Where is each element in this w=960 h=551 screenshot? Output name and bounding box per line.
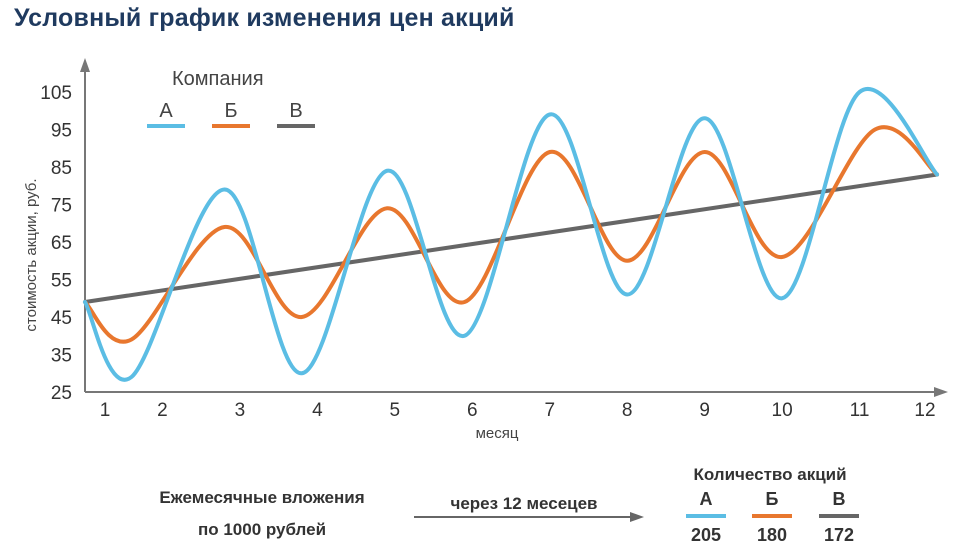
x-tick-label: 3 — [235, 400, 246, 421]
series-line-3 — [83, 172, 939, 304]
x-tick-label: 4 — [312, 400, 323, 421]
legend: А Б В — [147, 100, 315, 128]
y-tick-label: 45 — [51, 308, 72, 329]
y-tick-label: 25 — [51, 383, 72, 404]
shares-company-label: Б — [766, 489, 779, 509]
after-period-label: через 12 месецев — [450, 494, 597, 513]
shares-company-label: А — [700, 489, 713, 509]
legend-label: А — [159, 100, 173, 122]
legend-label: Б — [224, 100, 237, 122]
y-tick-label: 35 — [51, 346, 72, 367]
x-axis-label: месяц — [476, 425, 519, 442]
y-tick-label: 85 — [51, 158, 72, 179]
x-tick-label: 1 — [100, 400, 111, 421]
shares-title: Количество акций — [693, 465, 846, 484]
y-tick-labels: 25 35 45 55 65 75 85 95 105 — [40, 83, 72, 404]
x-tick-label: 2 — [157, 400, 168, 421]
series-lines — [83, 87, 939, 382]
x-tick-label: 9 — [699, 400, 710, 421]
after-period-arrow-head — [630, 512, 644, 522]
x-tick-label: 7 — [544, 400, 555, 421]
investment-line-2: по 1000 рублей — [198, 520, 326, 539]
legend-label: В — [289, 100, 302, 122]
x-tick-label: 12 — [914, 400, 935, 421]
x-tick-label: 5 — [390, 400, 401, 421]
x-tick-label: 10 — [772, 400, 793, 421]
chart-title: Условный график изменения цен акций — [14, 4, 515, 32]
y-axis-label: стоимость акции, руб. — [23, 178, 40, 331]
investment-line-1: Ежемесячные вложения — [159, 488, 364, 507]
shares-table: А 205 Б 180 В 172 — [686, 489, 859, 545]
series-line-1 — [83, 87, 939, 382]
legend-title: Компания — [172, 68, 264, 90]
shares-count-value: 180 — [757, 525, 787, 545]
y-axis-arrow — [80, 58, 90, 72]
y-tick-label: 65 — [51, 233, 72, 254]
y-tick-label: 55 — [51, 271, 72, 292]
shares-company-label: В — [833, 489, 846, 509]
series-line-2 — [83, 125, 939, 344]
y-tick-label: 105 — [40, 83, 72, 104]
y-tick-label: 95 — [51, 121, 72, 142]
x-tick-labels: 1 2 3 4 5 6 7 8 9 10 11 12 — [100, 400, 936, 421]
x-tick-label: 6 — [467, 400, 478, 421]
shares-count-value: 205 — [691, 525, 721, 545]
x-tick-label: 8 — [622, 400, 633, 421]
shares-count-value: 172 — [824, 525, 854, 545]
y-tick-label: 75 — [51, 196, 72, 217]
x-axis-arrow — [934, 387, 948, 397]
x-tick-label: 11 — [850, 400, 870, 421]
